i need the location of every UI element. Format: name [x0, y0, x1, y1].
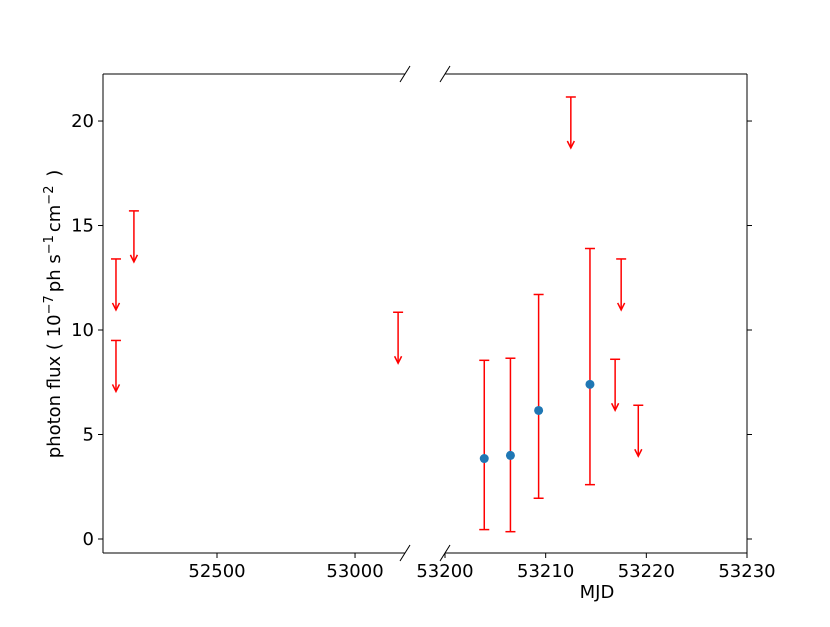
- x-tick-label: 53220: [618, 561, 675, 582]
- y-tick-label: 0: [83, 529, 94, 550]
- x-tick-label: 53210: [517, 561, 574, 582]
- axis-break: [399, 544, 411, 562]
- y-label-part: −2: [42, 186, 57, 205]
- y-tick-label: 15: [71, 216, 94, 237]
- x-tick-label: 53230: [718, 561, 775, 582]
- x-axis-label: MJD: [580, 582, 615, 603]
- axis-break: [399, 65, 411, 83]
- upper-limit-arrowhead: [616, 302, 626, 312]
- y-label-part: cm: [44, 205, 65, 232]
- y-label-part: ): [44, 170, 65, 183]
- x-tick-label: 52500: [188, 561, 245, 582]
- y-tick-label: 10: [71, 320, 94, 341]
- upper-limit-arrowhead: [129, 254, 139, 264]
- y-label-part: −1: [42, 235, 57, 254]
- data-point: [585, 379, 595, 389]
- x-tick-label: 53200: [416, 561, 473, 582]
- data-point: [479, 454, 489, 464]
- upper-limit-arrowhead: [393, 355, 403, 365]
- upper-limit-arrowhead: [566, 140, 576, 150]
- y-label-part: −7: [42, 295, 57, 314]
- upper-limit-arrowhead: [634, 448, 643, 458]
- y-label-part: photon flux ( 10: [44, 314, 65, 458]
- y-axis-label: photon flux ( 10−7 ph s−1 cm−2 ): [42, 170, 65, 458]
- data-point: [505, 450, 515, 460]
- axis-break: [439, 65, 451, 83]
- upper-limit-arrowhead: [111, 384, 121, 394]
- data-point: [534, 405, 544, 415]
- x-tick-label: 53000: [326, 561, 383, 582]
- y-tick-label: 20: [71, 111, 94, 132]
- upper-limit-arrowhead: [610, 402, 620, 412]
- y-label-part: ph s: [44, 254, 65, 292]
- upper-limit-arrowhead: [111, 302, 121, 312]
- y-tick-label: 5: [83, 425, 94, 446]
